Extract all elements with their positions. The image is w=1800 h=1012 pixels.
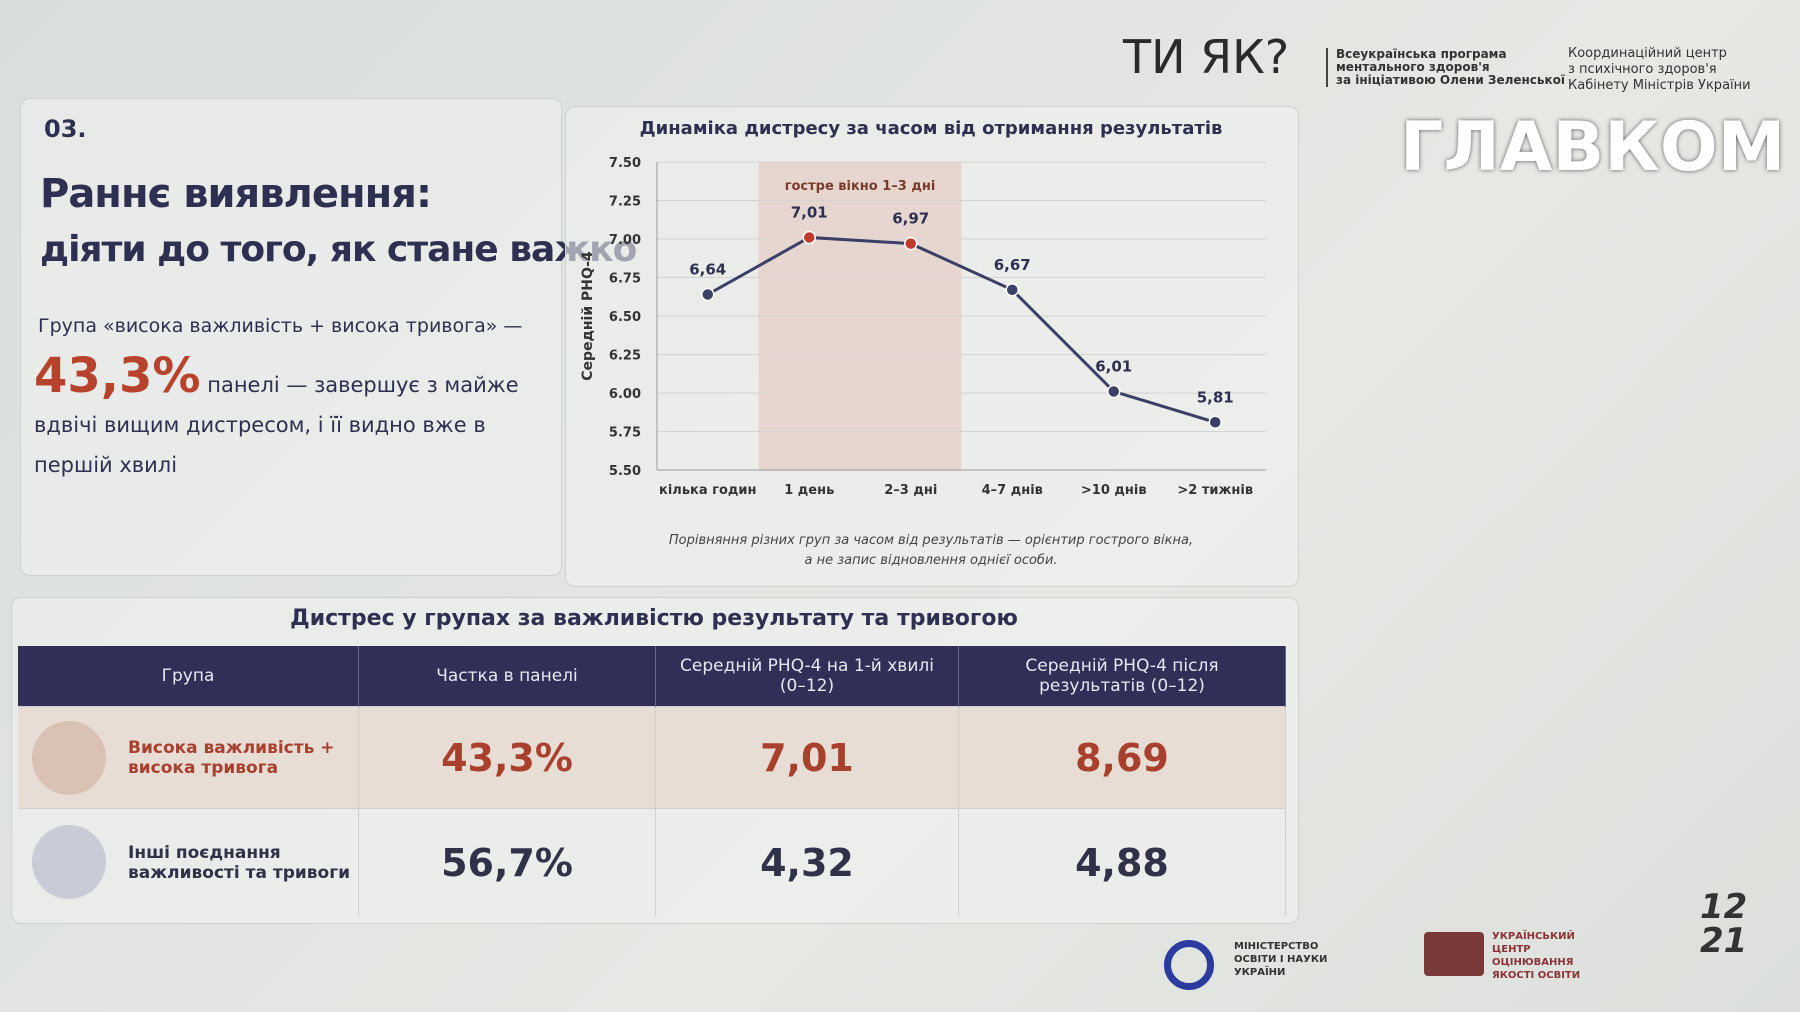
y-tick-label: 6.75 (609, 272, 641, 287)
point (904, 236, 918, 251)
chart-title: Динаміка дистресу за часом від отримання… (640, 118, 1223, 139)
y-tick-label: 6.00 (609, 387, 641, 402)
watermark: ГЛАВКОМ (1400, 108, 1786, 187)
group: Висока важливість + висока тривога (18, 706, 359, 809)
value-label: 6,67 (994, 256, 1031, 274)
caption: Порівняння різних груп за часом від резу… (669, 533, 1193, 548)
y-tick-label: 5.75 (609, 426, 641, 441)
point (1005, 283, 1019, 297)
slide-title: Раннє виявлення: діяти до того, як стане … (40, 166, 637, 278)
y-tick-label: 6.25 (609, 349, 641, 364)
header-row: Група Частка в панелі Середній PHQ-4 на 1-… (18, 646, 1286, 707)
line: Координаційний центр (1568, 46, 1727, 61)
point (1208, 415, 1222, 430)
row: Інші поєднання важливості та тривоги 56,7… (18, 808, 1286, 917)
th: Група (18, 646, 359, 707)
table: Група Частка в панелі Середній PHQ-4 на 1-… (18, 646, 1286, 917)
y-tick-label: 5.50 (609, 464, 641, 479)
band-label: гостре вікно 1–3 дні (785, 179, 936, 194)
value-label: 6,64 (689, 260, 726, 278)
highlight: 43,3% (34, 348, 201, 404)
line: ментального здоров'я (1336, 60, 1490, 74)
center: Координаційний центр з психічного здоров'… (1568, 46, 1751, 94)
ministry: МІНІСТЕРСТВО ОСВІТИ І НАУКИ УКРАЇНИ (1234, 941, 1328, 978)
lead: Група «висока важливість + висока тривог… (38, 315, 523, 337)
center-name: УКРАЇНСЬКИЙ ЦЕНТР ОЦІНЮВАННЯ ЯКОСТІ ОСВІ… (1492, 931, 1581, 981)
group: Інші поєднання важливості та тривоги (18, 808, 359, 917)
program: Всеукраїнська програма ментального здоров… (1326, 48, 1565, 87)
cell: 4,32 (655, 808, 959, 917)
x-tick-label: кілька годин (659, 483, 756, 498)
line (707, 235, 1216, 424)
y-tick-label: 7.50 (609, 156, 641, 171)
slide-number: 03. (44, 115, 87, 143)
th: Середній PHQ-4 після результатів (0–12) (958, 646, 1286, 707)
title-line: Раннє виявлення: (40, 171, 432, 217)
x-tick-label: >10 днів (1081, 483, 1147, 498)
group-text: Інші поєднання важливості та тривоги (128, 842, 351, 883)
x-tick-label: 1 день (784, 483, 834, 498)
cell: 7,01 (655, 706, 959, 809)
center-logo (1424, 932, 1484, 976)
table-title: Дистрес у групах за важливістю результат… (290, 606, 1018, 631)
x-tick-label: >2 тижнів (1177, 483, 1253, 498)
ministry-logo (1164, 940, 1214, 990)
text-card (20, 98, 562, 576)
title-line: діяти до того, як стане важко (40, 229, 637, 270)
value-label: 7,01 (791, 203, 828, 221)
y-tick-label: 7.00 (609, 233, 641, 248)
cell: 43,3% (358, 706, 656, 809)
th: Середній PHQ-4 на 1-й хвилі (0–12) (655, 646, 959, 707)
line: Всеукраїнська програма (1336, 47, 1507, 61)
x-tick-label: 4–7 днів (982, 483, 1043, 498)
group-text: Висока важливість + висока тривога (128, 737, 335, 778)
line: за ініціативою Олени Зеленської (1336, 73, 1566, 87)
icon (32, 825, 106, 899)
cell: 4,88 (958, 808, 1286, 917)
text: панелі — завершує з майже вдвічі вищим д… (34, 373, 519, 477)
logo: 12 21 (1700, 887, 1748, 961)
cell: 8,69 (958, 706, 1286, 809)
cell: 56,7% (358, 808, 656, 917)
brand: ТИ ЯК? (1123, 30, 1290, 84)
point (802, 230, 816, 245)
value-label: 6,01 (1095, 357, 1132, 375)
line: з психічного здоров'я (1568, 62, 1717, 77)
y-tick-label: 7.25 (609, 195, 641, 210)
y-axis-label: Середній PHQ-4 (580, 251, 596, 381)
icon (32, 721, 106, 795)
y-tick-label: 6.50 (609, 310, 641, 325)
th: Частка в панелі (358, 646, 656, 707)
point (1107, 384, 1121, 399)
value-label: 6,97 (892, 210, 929, 228)
row: Висока важливість + висока тривога 43,3% 7… (18, 706, 1286, 809)
x-tick-label: 2–3 дні (884, 483, 937, 498)
line: Кабінету Міністрів України (1568, 78, 1751, 93)
caption: а не запис відновлення однієї особи. (804, 553, 1057, 568)
value-label: 5,81 (1197, 388, 1234, 406)
point (701, 287, 715, 302)
paragraph: 43,3% панелі — завершує з майже вдвічі в… (34, 352, 524, 485)
